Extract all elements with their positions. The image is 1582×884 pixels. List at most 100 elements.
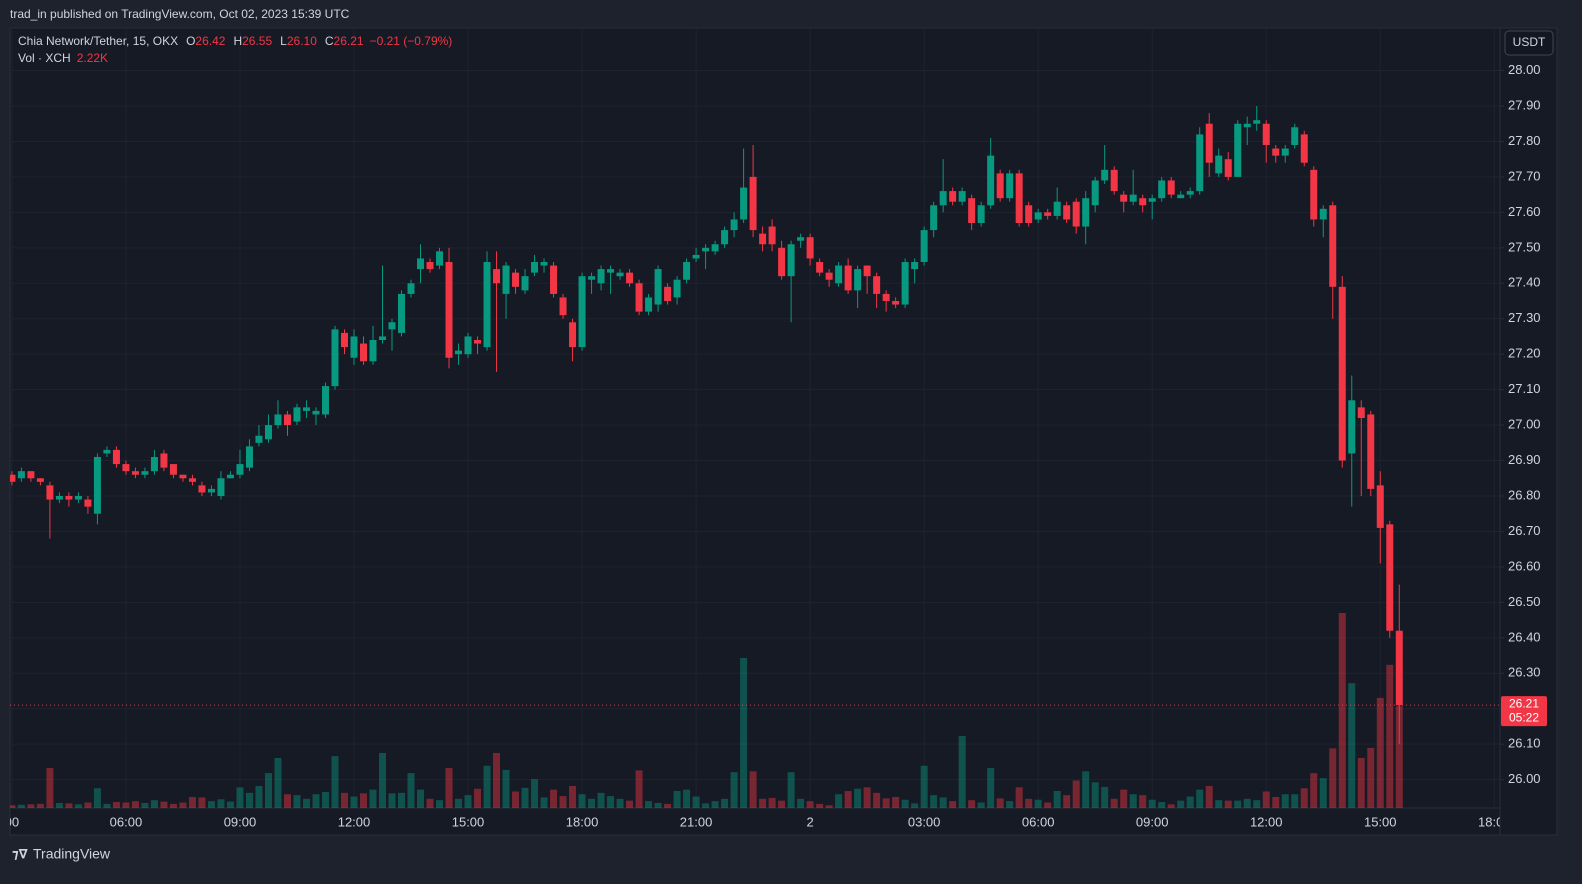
candle-body — [607, 269, 615, 273]
candle-body — [768, 226, 776, 245]
legend-line: Chia Network/Tether, 15, OKX O26.42 H26.55… — [18, 34, 452, 48]
change: −0.21 (−0.79%) — [370, 34, 453, 48]
volume-bar — [1082, 771, 1090, 808]
candle-body — [150, 457, 158, 472]
candle-body — [160, 453, 168, 468]
candle-body — [740, 187, 748, 220]
volume-bar — [207, 801, 215, 808]
y-tick-label: 27.10 — [1508, 381, 1541, 396]
volume-bar — [673, 791, 681, 808]
candle-body — [806, 237, 814, 259]
candle-body — [512, 272, 520, 287]
candle-body — [996, 173, 1004, 199]
volume-bar — [388, 793, 396, 808]
volume-bar — [892, 796, 900, 808]
volume-bar — [426, 798, 434, 808]
volume-bar — [17, 804, 25, 808]
candle-body — [616, 272, 624, 277]
volume-bar — [1367, 747, 1375, 808]
volume-bar — [10, 805, 16, 808]
y-tick-label: 26.90 — [1508, 452, 1541, 467]
volume-bar — [1044, 802, 1052, 808]
candle-body — [283, 414, 291, 426]
candle-body — [359, 343, 367, 362]
candle-body — [55, 496, 63, 500]
volume-bar — [131, 801, 139, 808]
volume-bar — [635, 770, 643, 808]
volume-bar — [1025, 798, 1033, 808]
candle-body — [635, 283, 643, 312]
volume-bar — [65, 803, 73, 808]
candle-body — [1291, 127, 1299, 145]
candle-body — [930, 205, 938, 231]
candle-body — [1167, 180, 1175, 195]
candle-body — [1053, 201, 1061, 216]
y-tick-label: 26.80 — [1508, 487, 1541, 502]
volume-bar — [1139, 795, 1147, 808]
x-tick-label: 12:00 — [338, 814, 371, 829]
volume-bar — [1120, 789, 1128, 808]
x-tick-label: 06:00 — [1022, 814, 1055, 829]
volume-bar — [1205, 785, 1213, 808]
brand: TradingView — [33, 846, 111, 862]
ohlc-label: H — [233, 34, 242, 48]
y-tick-label: 26.00 — [1508, 771, 1541, 786]
candle-body — [673, 279, 681, 298]
volume-bar — [1234, 800, 1242, 808]
volume-bar — [835, 794, 843, 808]
volume-title: Vol · XCH — [18, 51, 71, 65]
volume-bar — [1338, 613, 1346, 808]
volume-bar — [103, 803, 111, 808]
candle-body — [1072, 201, 1080, 227]
volume-bar — [1101, 786, 1109, 808]
candle-body — [293, 407, 301, 422]
volume-bar — [702, 803, 710, 808]
candle-body — [987, 155, 995, 206]
ohlc-value: 26.42 — [195, 34, 225, 48]
volume-bar — [1348, 683, 1356, 808]
volume-bar — [302, 798, 310, 808]
candle-body — [968, 198, 976, 223]
volume-bar — [283, 794, 291, 808]
volume-bar — [1272, 796, 1280, 808]
candle-body — [1139, 198, 1147, 206]
volume-bar — [160, 801, 168, 808]
candle-body — [949, 191, 957, 202]
ohlc-value: 26.21 — [334, 34, 364, 48]
candle-body — [1186, 191, 1194, 195]
candle-body — [873, 276, 881, 294]
candle-body — [379, 336, 386, 340]
candle-body — [93, 457, 101, 514]
volume-bar — [1329, 748, 1337, 808]
volume-bar — [1253, 800, 1261, 808]
volume-bar — [1224, 800, 1232, 808]
x-tick-label: 15:00 — [452, 814, 485, 829]
candle-body — [198, 485, 206, 493]
x-tick-label: 06:00 — [110, 814, 143, 829]
volume-bar — [559, 796, 567, 808]
y-tick-label: 26.50 — [1508, 594, 1541, 609]
candle-body — [531, 262, 539, 273]
candle-body — [1234, 123, 1242, 177]
volume-bar — [331, 756, 339, 808]
volume-bar — [588, 798, 596, 808]
candle-body — [398, 293, 406, 333]
volume-bar — [958, 735, 966, 808]
volume-bar — [645, 801, 653, 808]
volume-bar — [626, 800, 634, 808]
volume-bar — [968, 800, 976, 808]
x-tick-labels: 00 06:00 09:00 12:00 15:00 18:00 21:00 2 03:00 06… — [10, 814, 1500, 829]
volume-bar — [987, 768, 995, 808]
volume-bar — [920, 765, 928, 808]
volume-bar — [407, 773, 415, 808]
y-tick-label: 27.60 — [1508, 204, 1541, 219]
volume-bar — [901, 799, 909, 808]
ohlc-label: O — [186, 34, 195, 48]
candle-body — [825, 272, 833, 280]
candle-body — [388, 322, 396, 330]
candle-body — [141, 471, 149, 475]
candle-body — [226, 474, 234, 479]
volume-bar — [854, 788, 862, 808]
volume-bar — [664, 803, 672, 808]
countdown: 05:22 — [1509, 710, 1539, 724]
